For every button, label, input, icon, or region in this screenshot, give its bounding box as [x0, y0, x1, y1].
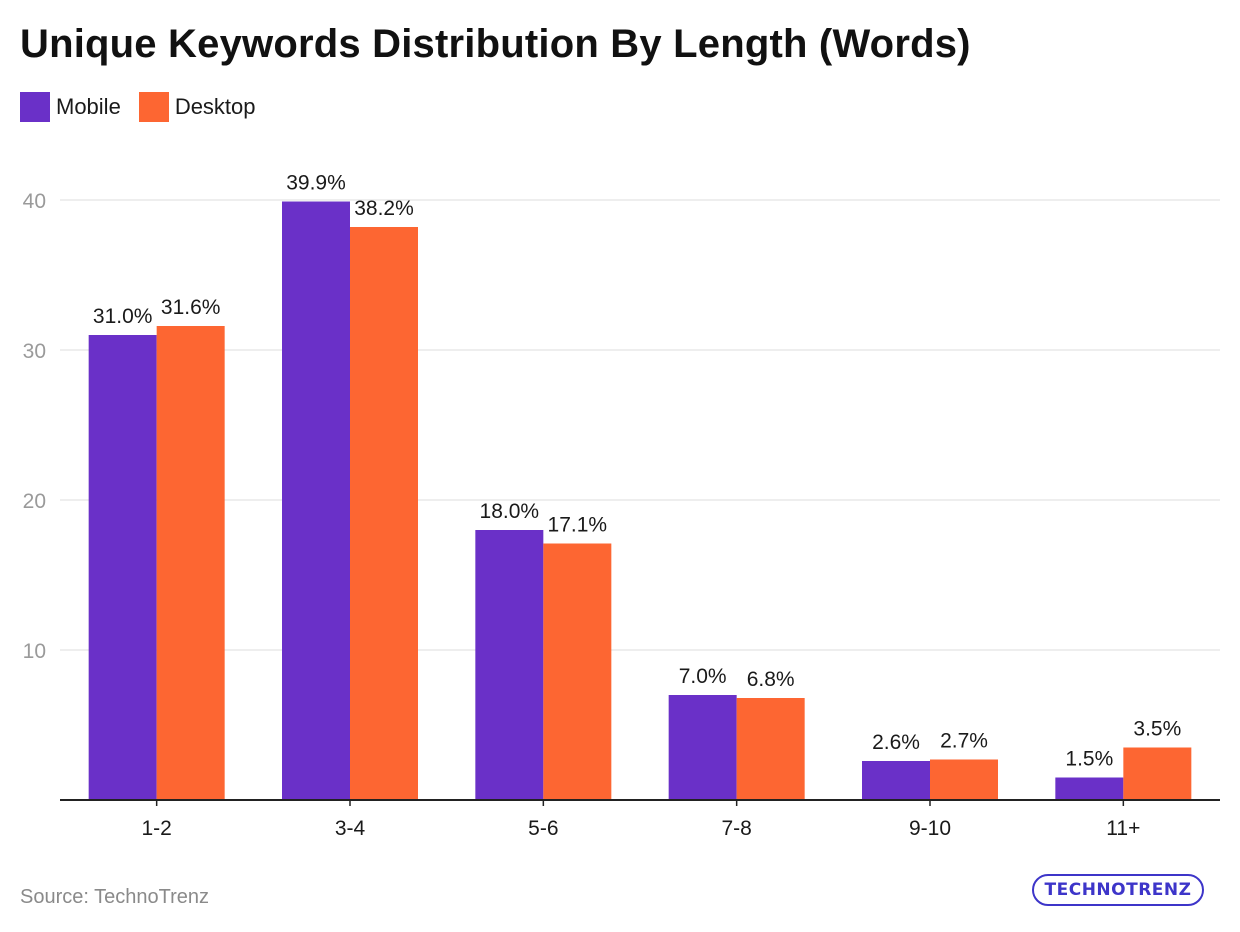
bar-mobile: [88, 335, 157, 800]
bar-mobile: [1055, 777, 1124, 800]
x-tick-label: 3-4: [335, 817, 366, 840]
data-label: 39.9%: [286, 172, 346, 195]
y-tick-label: 20: [23, 490, 46, 513]
x-tick-label: 5-6: [528, 817, 558, 840]
bar-mobile: [668, 695, 737, 800]
data-label: 31.6%: [161, 296, 221, 319]
x-tick-label: 1-2: [141, 817, 171, 840]
technotrenz-logo: TECHNOTRENZ: [1032, 874, 1204, 906]
bar-mobile: [862, 761, 930, 800]
bar-desktop: [156, 326, 225, 800]
bar-desktop: [543, 543, 612, 800]
data-label: 2.6%: [872, 731, 920, 754]
data-label: 31.0%: [93, 305, 153, 328]
legend-item-desktop: Desktop: [138, 92, 256, 122]
bar-desktop: [736, 698, 805, 800]
x-tick-label: 7-8: [721, 817, 751, 840]
y-tick-label: 10: [23, 640, 46, 663]
x-tick-label: 9-10: [909, 817, 951, 840]
data-label: 1.5%: [1065, 748, 1113, 771]
legend-item-mobile: Mobile: [20, 92, 121, 122]
data-label: 2.7%: [940, 730, 988, 753]
data-label: 7.0%: [679, 665, 727, 688]
bar-mobile: [282, 201, 350, 800]
x-tick-label: 11+: [1106, 817, 1140, 840]
data-label: 38.2%: [354, 197, 414, 220]
data-label: 18.0%: [480, 500, 540, 523]
legend-label-desktop: Desktop: [174, 94, 256, 119]
legend-swatch-desktop: [138, 92, 169, 122]
y-tick-label: 40: [23, 190, 46, 213]
source-note: Source: TechnoTrenz: [20, 886, 209, 908]
bar-desktop: [350, 227, 418, 800]
bar-desktop: [1123, 747, 1192, 800]
data-label: 17.1%: [548, 514, 608, 537]
chart-legend: Mobile Desktop: [20, 92, 274, 122]
chart-title: Unique Keywords Distribution By Length (…: [20, 22, 971, 66]
bar-desktop: [930, 759, 998, 800]
legend-swatch-mobile: [20, 92, 50, 122]
y-tick-label: 30: [23, 340, 46, 363]
data-label: 3.5%: [1133, 718, 1181, 741]
bar-mobile: [475, 530, 544, 800]
data-label: 6.8%: [747, 668, 795, 691]
legend-label-mobile: Mobile: [56, 94, 121, 119]
